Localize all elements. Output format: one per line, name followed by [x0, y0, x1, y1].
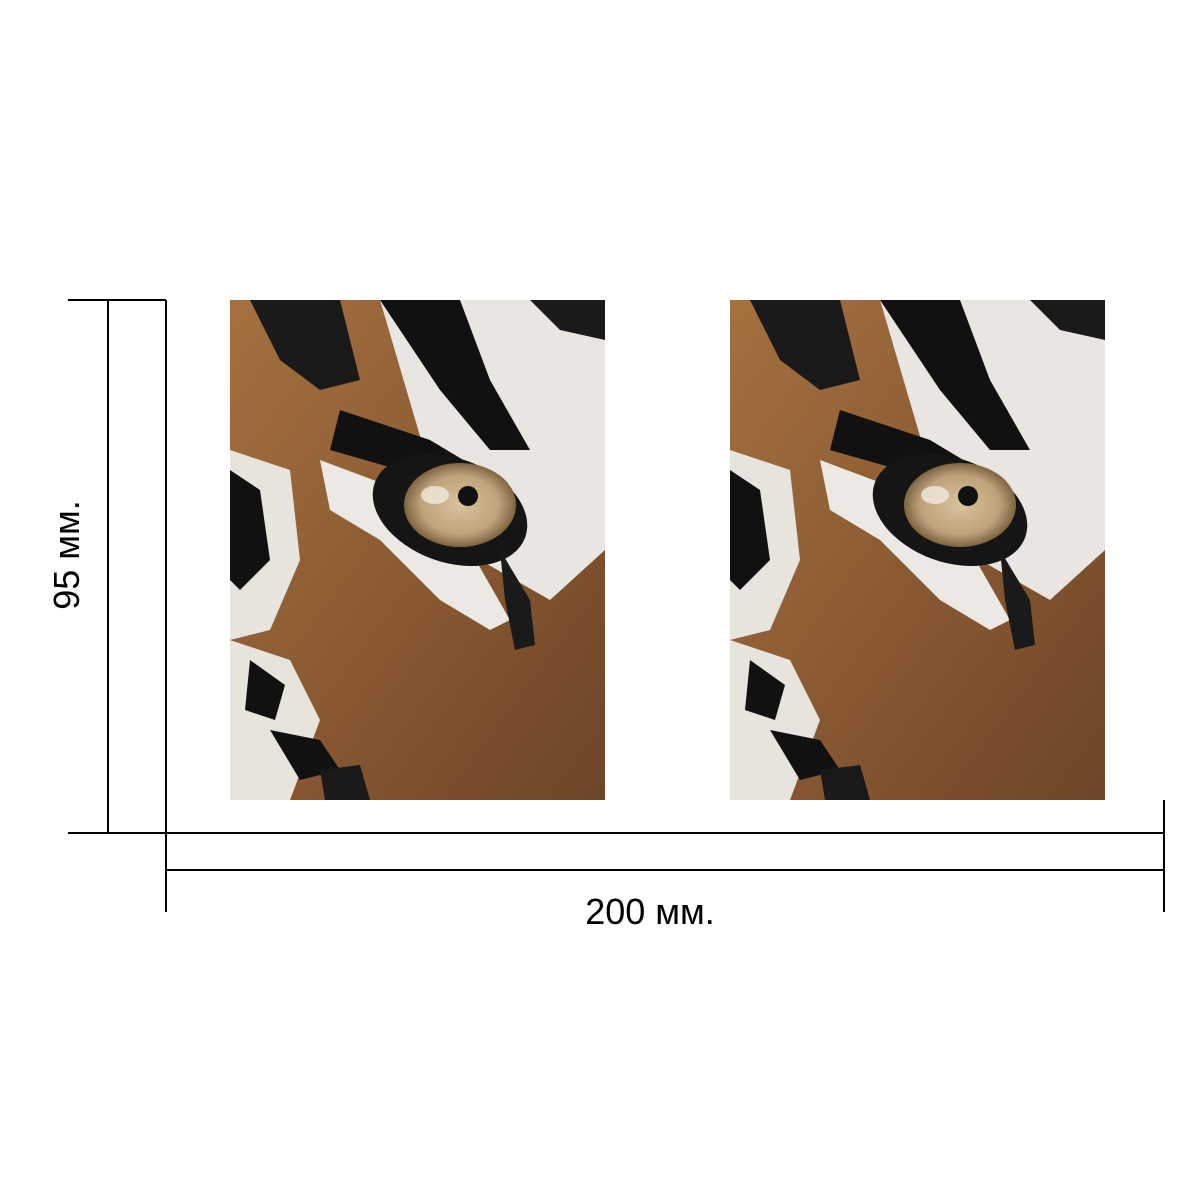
tiger-eye-photo-left: [230, 300, 605, 800]
width-dimension-label: 200 мм.: [585, 891, 715, 932]
tiger-eye-photo-right: [730, 300, 1105, 800]
height-dimension-label: 95 мм.: [46, 500, 87, 610]
